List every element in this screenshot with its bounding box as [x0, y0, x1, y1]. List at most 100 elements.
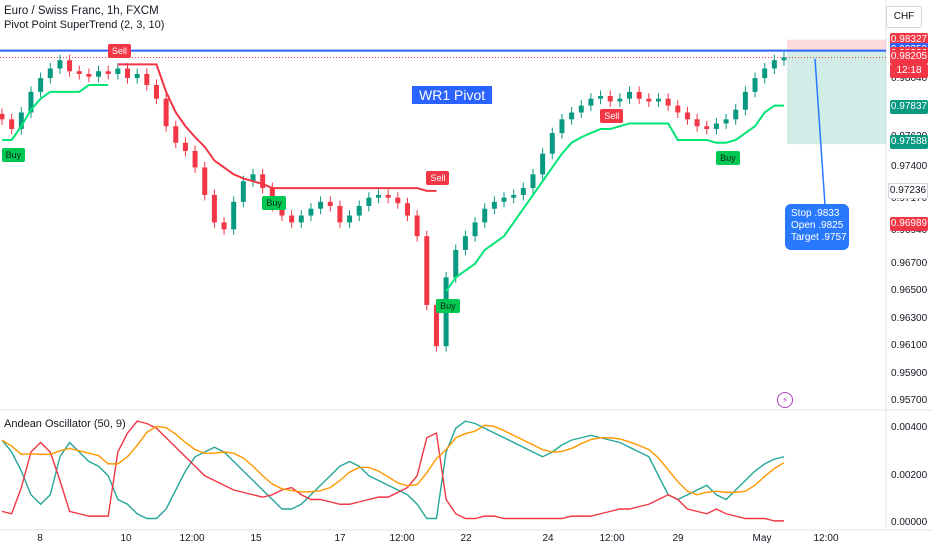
candle-body [182, 142, 188, 151]
price-axis-tag: 0.97837 [890, 100, 928, 115]
candle-body [347, 215, 353, 223]
flash-icon[interactable]: ⚡ [777, 392, 793, 408]
price-axis-label: 0.96700 [891, 257, 928, 269]
time-axis-label: 8 [37, 533, 43, 544]
price-axis-tag: 0.97236 [888, 182, 928, 199]
symbol-title[interactable]: Euro / Swiss Franc, 1h, FXCM [4, 5, 159, 17]
candle-body [356, 205, 362, 216]
candle-body [395, 197, 401, 204]
candle-body [376, 194, 382, 198]
candle-body [723, 119, 729, 124]
time-axis-label: 24 [542, 533, 554, 544]
candle-body [655, 98, 661, 102]
candle-body [115, 68, 121, 74]
buy-signal-tag: Buy [436, 299, 460, 314]
candle-body [636, 91, 642, 99]
candle-body [192, 150, 198, 168]
candle-body [559, 119, 565, 134]
osc-axis-label: 0.00000 [891, 517, 928, 529]
price-axis-label: 0.96500 [891, 285, 928, 297]
candle-body [260, 174, 266, 189]
time-axis-label: 12:00 [179, 533, 205, 544]
osc-axis-label: 0.00200 [891, 469, 928, 481]
supertrend-down-line [117, 63, 437, 192]
candle-body [279, 205, 285, 216]
candle-body [462, 236, 468, 250]
candle-body [105, 71, 111, 74]
candle-body [221, 222, 227, 230]
candle-body [163, 98, 169, 127]
candle-body [144, 73, 150, 85]
time-axis-label: 22 [460, 533, 472, 544]
candle-body [501, 197, 507, 202]
supertrend-up-line [2, 83, 109, 141]
candle-body [86, 73, 92, 77]
sell-signal-tag: Sell [107, 44, 131, 59]
oscillator-legend[interactable]: Andean Oscillator (50, 9) [4, 418, 126, 430]
candle-body [96, 71, 102, 77]
candle-body [0, 113, 5, 120]
note-target: Target .9757 [791, 232, 847, 243]
candle-body [125, 68, 131, 79]
candle-body [28, 91, 34, 113]
symbol-legend: Euro / Swiss Franc, 1h, FXCM Pivot Point… [4, 4, 164, 32]
price-axis-tag: 12:18 [890, 63, 928, 78]
candle-body [781, 57, 787, 61]
candle-body [173, 126, 179, 143]
candle-body [549, 133, 555, 154]
osc-bull-line [1, 420, 785, 520]
time-axis-label: 17 [334, 533, 346, 544]
currency-button[interactable]: CHF [886, 6, 922, 28]
supertrend-up-line [445, 104, 784, 292]
candle-body [57, 60, 63, 69]
note-open: Open .9825 [791, 220, 844, 231]
candle-body [9, 119, 15, 129]
price-axis-label: 0.95700 [891, 395, 928, 407]
candle-body [308, 208, 314, 216]
candle-body [617, 98, 623, 102]
price-axis-tag: 0.97588 [890, 134, 928, 149]
candle-body [511, 194, 517, 198]
price-axis-label: 0.96300 [891, 312, 928, 324]
indicator-legend-supertrend[interactable]: Pivot Point SuperTrend (2, 3, 10) [4, 19, 165, 31]
osc-axis-label: 0.00400 [891, 422, 928, 434]
candle-body [713, 123, 719, 129]
time-axis-label: 29 [672, 533, 684, 544]
price-axis-label: 0.97400 [891, 161, 928, 173]
candle-body [578, 105, 584, 113]
candle-body [318, 201, 324, 209]
osc-bear-line [1, 420, 784, 522]
candle-body [38, 78, 44, 92]
candle-body [540, 153, 546, 175]
candle-body [607, 95, 613, 102]
candle-body [684, 112, 690, 120]
osc-signal-line [1, 424, 785, 496]
price-axis-label: 0.96100 [891, 340, 928, 352]
candle-body [47, 68, 53, 79]
time-axis-label: 15 [250, 533, 262, 544]
time-axis-label: 12:00 [813, 533, 839, 544]
candle-body [771, 60, 777, 69]
candle-body [298, 215, 304, 223]
candle-body [569, 112, 575, 120]
candle-body [404, 203, 410, 216]
candle-body [762, 68, 768, 79]
buy-signal-tag: Buy [716, 150, 740, 165]
stop-zone [787, 39, 886, 51]
candle-body [134, 73, 140, 79]
candle-body [202, 167, 208, 195]
candle-body [491, 201, 497, 209]
note-pointer [814, 58, 826, 206]
candle-body [520, 188, 526, 195]
candle-body [414, 215, 420, 237]
candle-body [337, 205, 343, 223]
candle-body [153, 84, 159, 99]
candle-body [211, 194, 217, 223]
target-zone [787, 50, 886, 145]
candle-body [250, 174, 256, 182]
candle-body [530, 174, 536, 189]
candle-body [704, 126, 710, 129]
sell-signal-tag: Sell [600, 108, 624, 123]
candle-body [665, 98, 671, 106]
